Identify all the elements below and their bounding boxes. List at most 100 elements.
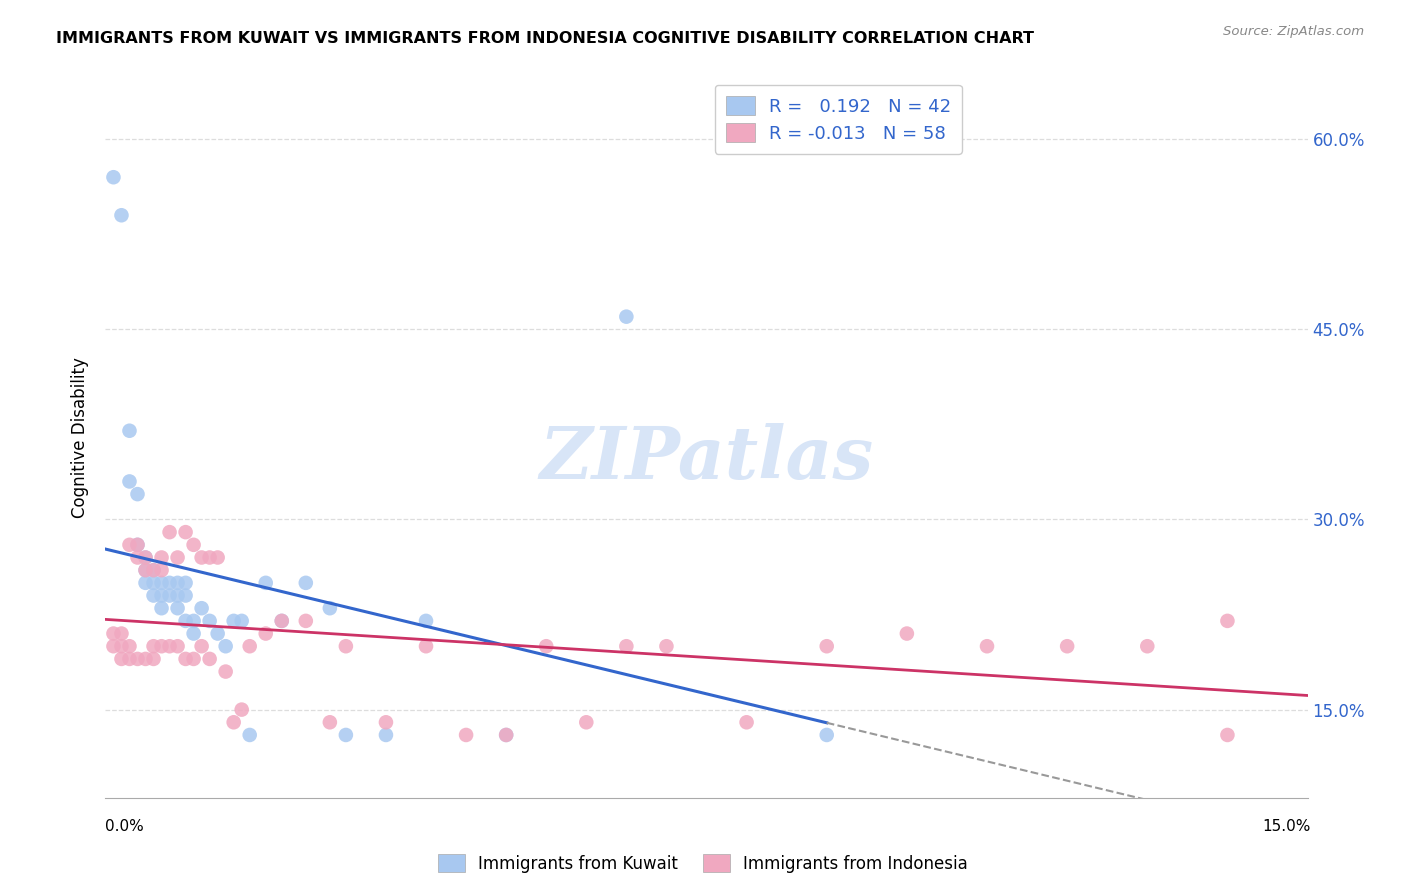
Point	[127, 538, 149, 552]
Point	[319, 601, 342, 615]
Point	[159, 639, 181, 653]
Point	[110, 639, 132, 653]
Point	[135, 652, 157, 666]
Point	[118, 652, 141, 666]
Point	[198, 652, 221, 666]
Point	[815, 728, 838, 742]
Point	[150, 589, 173, 603]
Point	[159, 525, 181, 540]
Point	[127, 487, 149, 501]
Point	[166, 601, 188, 615]
Point	[150, 639, 173, 653]
Point	[374, 728, 398, 742]
Point	[270, 614, 292, 628]
Point	[495, 728, 517, 742]
Point	[415, 639, 437, 653]
Point	[335, 728, 357, 742]
Point	[174, 614, 197, 628]
Point	[174, 525, 197, 540]
Point	[616, 639, 638, 653]
Point	[1216, 728, 1239, 742]
Point	[575, 715, 598, 730]
Point	[103, 170, 125, 185]
Point	[166, 550, 188, 565]
Point	[1136, 639, 1159, 653]
Point	[150, 575, 173, 590]
Point	[335, 639, 357, 653]
Point	[103, 626, 125, 640]
Point	[207, 550, 229, 565]
Point	[150, 601, 173, 615]
Point	[231, 703, 253, 717]
Point	[142, 563, 165, 577]
Point	[198, 614, 221, 628]
Point	[655, 639, 678, 653]
Point	[190, 550, 212, 565]
Point	[159, 575, 181, 590]
Point	[254, 575, 277, 590]
Point	[254, 626, 277, 640]
Point	[183, 614, 205, 628]
Point	[150, 563, 173, 577]
Point	[231, 614, 253, 628]
Point	[374, 715, 398, 730]
Point	[222, 715, 245, 730]
Point	[135, 563, 157, 577]
Point	[1216, 614, 1239, 628]
Point	[239, 728, 262, 742]
Point	[174, 589, 197, 603]
Point	[159, 589, 181, 603]
Point	[166, 639, 188, 653]
Point	[135, 550, 157, 565]
Point	[110, 626, 132, 640]
Point	[142, 589, 165, 603]
Point	[207, 626, 229, 640]
Point	[214, 665, 236, 679]
Point	[127, 652, 149, 666]
Text: 15.0%: 15.0%	[1263, 820, 1310, 834]
Point	[110, 652, 132, 666]
Point	[127, 538, 149, 552]
Point	[142, 563, 165, 577]
Point	[183, 538, 205, 552]
Point	[454, 728, 477, 742]
Point	[127, 550, 149, 565]
Text: ZIPatlas: ZIPatlas	[540, 424, 873, 494]
Point	[135, 563, 157, 577]
Legend: R =   0.192   N = 42, R = -0.013   N = 58: R = 0.192 N = 42, R = -0.013 N = 58	[714, 85, 962, 153]
Point	[118, 639, 141, 653]
Y-axis label: Cognitive Disability: Cognitive Disability	[72, 357, 90, 517]
Point	[319, 715, 342, 730]
Point	[495, 728, 517, 742]
Point	[118, 538, 141, 552]
Point	[190, 601, 212, 615]
Point	[118, 475, 141, 489]
Point	[616, 310, 638, 324]
Point	[166, 575, 188, 590]
Point	[135, 575, 157, 590]
Text: IMMIGRANTS FROM KUWAIT VS IMMIGRANTS FROM INDONESIA COGNITIVE DISABILITY CORRELA: IMMIGRANTS FROM KUWAIT VS IMMIGRANTS FRO…	[56, 31, 1035, 46]
Point	[150, 550, 173, 565]
Point	[190, 639, 212, 653]
Point	[174, 652, 197, 666]
Point	[142, 652, 165, 666]
Point	[198, 550, 221, 565]
Point	[142, 575, 165, 590]
Point	[135, 550, 157, 565]
Point	[735, 715, 758, 730]
Point	[166, 589, 188, 603]
Point	[118, 424, 141, 438]
Point	[239, 639, 262, 653]
Point	[295, 614, 318, 628]
Point	[270, 614, 292, 628]
Point	[976, 639, 998, 653]
Point	[415, 614, 437, 628]
Text: Source: ZipAtlas.com: Source: ZipAtlas.com	[1223, 25, 1364, 38]
Point	[110, 208, 132, 222]
Point	[815, 639, 838, 653]
Point	[896, 626, 918, 640]
Text: 0.0%: 0.0%	[105, 820, 145, 834]
Point	[534, 639, 557, 653]
Point	[103, 639, 125, 653]
Point	[142, 639, 165, 653]
